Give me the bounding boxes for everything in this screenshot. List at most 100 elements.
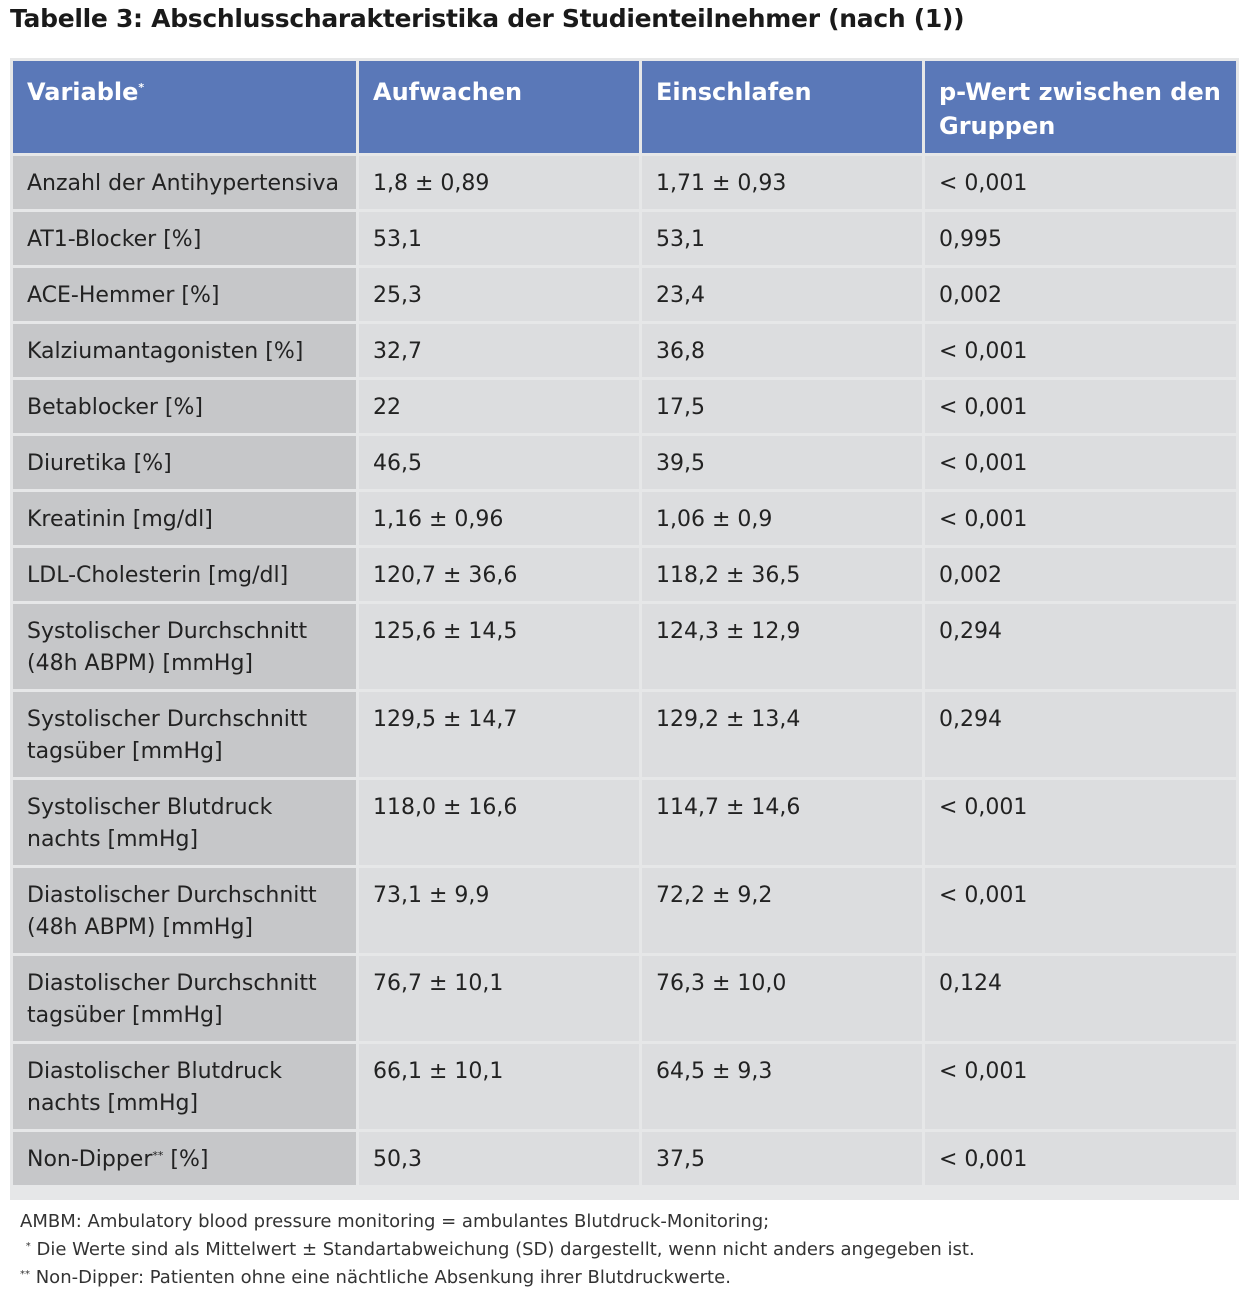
row-variable-line-1: Diastolischer Durchschnitt xyxy=(27,883,317,908)
row-variable-line-1: Systolischer Blutdruck xyxy=(27,795,273,820)
row-p-wert: 0,995 xyxy=(925,212,1236,265)
row-einschlafen: 36,8 xyxy=(642,324,922,377)
header-variable-footnote-mark: * xyxy=(138,81,145,94)
row-variable: Diuretika [%] xyxy=(13,436,356,489)
table-row: Diastolischer Durchschnitt (48h ABPM) [mm… xyxy=(13,868,1236,953)
header-aufwachen: Aufwachen xyxy=(359,61,639,153)
table-row: Non-Dipper** [%] 50,3 37,5 < 0,001 xyxy=(13,1132,1236,1185)
row-einschlafen: 17,5 xyxy=(642,380,922,433)
row-p-wert: < 0,001 xyxy=(925,492,1236,545)
row-variable: Diastolischer Durchschnitt tagsüber [mmHg… xyxy=(13,956,356,1041)
row-p-wert: 0,124 xyxy=(925,956,1236,1041)
table-row: Kreatinin [mg/dl] 1,16 ± 0,96 1,06 ± 0,9… xyxy=(13,492,1236,545)
row-variable: Anzahl der Antihypertensiva xyxy=(13,156,356,209)
row-einschlafen: 76,3 ± 10,0 xyxy=(642,956,922,1041)
row-einschlafen: 118,2 ± 36,5 xyxy=(642,548,922,601)
footnote-single-asterisk: * Die Werte sind als Mittelwert ± Standa… xyxy=(20,1236,975,1264)
row-variable-line-2: (48h ABPM) [mmHg] xyxy=(27,915,254,940)
row-p-wert: < 0,001 xyxy=(925,780,1236,865)
row-p-wert: < 0,001 xyxy=(925,868,1236,953)
row-p-wert: < 0,001 xyxy=(925,1044,1236,1129)
characteristics-table: Variable* Aufwachen Einschlafen p-Wert z… xyxy=(10,58,1239,1188)
header-variable-label: Variable xyxy=(27,78,139,106)
row-variable: Systolischer Durchschnitt tagsüber [mmHg] xyxy=(13,692,356,777)
row-variable-line-2: tagsüber [mmHg] xyxy=(27,1003,223,1028)
table-row: Anzahl der Antihypertensiva 1,8 ± 0,89 1… xyxy=(13,156,1236,209)
table-title: Tabelle 3: Abschlusscharakteristika der … xyxy=(10,4,965,33)
row-aufwachen: 53,1 xyxy=(359,212,639,265)
table-row: LDL-Cholesterin [mg/dl] 120,7 ± 36,6 118… xyxy=(13,548,1236,601)
row-variable-unit: [%] xyxy=(163,1147,209,1172)
table-container: Variable* Aufwachen Einschlafen p-Wert z… xyxy=(10,58,1239,1200)
row-variable: Non-Dipper** [%] xyxy=(13,1132,356,1185)
row-variable-label: Non-Dipper xyxy=(27,1147,153,1172)
row-aufwachen: 129,5 ± 14,7 xyxy=(359,692,639,777)
row-aufwachen: 76,7 ± 10,1 xyxy=(359,956,639,1041)
row-aufwachen: 46,5 xyxy=(359,436,639,489)
footnote-double-asterisk: ** Non-Dipper: Patienten ohne eine nächt… xyxy=(20,1264,975,1292)
table-row: Diastolischer Durchschnitt tagsüber [mmHg… xyxy=(13,956,1236,1041)
header-variable: Variable* xyxy=(13,61,356,153)
row-variable: Systolischer Blutdruck nachts [mmHg] xyxy=(13,780,356,865)
row-p-wert: < 0,001 xyxy=(925,324,1236,377)
row-einschlafen: 37,5 xyxy=(642,1132,922,1185)
row-aufwachen: 120,7 ± 36,6 xyxy=(359,548,639,601)
row-variable-line-1: Systolischer Durchschnitt xyxy=(27,619,308,644)
row-einschlafen: 114,7 ± 14,6 xyxy=(642,780,922,865)
table-row: Systolischer Blutdruck nachts [mmHg] 118,… xyxy=(13,780,1236,865)
row-aufwachen: 118,0 ± 16,6 xyxy=(359,780,639,865)
table-row: Systolischer Durchschnitt tagsüber [mmHg]… xyxy=(13,692,1236,777)
row-aufwachen: 66,1 ± 10,1 xyxy=(359,1044,639,1129)
row-variable: Diastolischer Durchschnitt (48h ABPM) [mm… xyxy=(13,868,356,953)
footnotes: AMBM: Ambulatory blood pressure monitori… xyxy=(20,1208,975,1292)
table-row: Diastolischer Blutdruck nachts [mmHg] 66,… xyxy=(13,1044,1236,1129)
row-variable: Diastolischer Blutdruck nachts [mmHg] xyxy=(13,1044,356,1129)
row-variable-line-1: Diastolischer Durchschnitt xyxy=(27,971,317,996)
row-einschlafen: 72,2 ± 9,2 xyxy=(642,868,922,953)
footnote-mark: ** xyxy=(20,1269,30,1280)
row-aufwachen: 1,16 ± 0,96 xyxy=(359,492,639,545)
header-p-wert: p-Wert zwischen den Gruppen xyxy=(925,61,1236,153)
row-variable-line-2: nachts [mmHg] xyxy=(27,1091,199,1116)
row-variable: Systolischer Durchschnitt (48h ABPM) [mmH… xyxy=(13,604,356,689)
footnote-text: Non-Dipper: Patienten ohne eine nächtlic… xyxy=(30,1267,731,1288)
row-aufwachen: 1,8 ± 0,89 xyxy=(359,156,639,209)
row-einschlafen: 64,5 ± 9,3 xyxy=(642,1044,922,1129)
row-p-wert: < 0,001 xyxy=(925,436,1236,489)
footnote-mark: * xyxy=(25,1241,31,1252)
row-variable: LDL-Cholesterin [mg/dl] xyxy=(13,548,356,601)
row-variable-line-2: nachts [mmHg] xyxy=(27,827,199,852)
table-row: ACE-Hemmer [%] 25,3 23,4 0,002 xyxy=(13,268,1236,321)
table-row: Betablocker [%] 22 17,5 < 0,001 xyxy=(13,380,1236,433)
footnote-abbreviation: AMBM: Ambulatory blood pressure monitori… xyxy=(20,1211,770,1232)
table-row: AT1-Blocker [%] 53,1 53,1 0,995 xyxy=(13,212,1236,265)
row-p-wert: < 0,001 xyxy=(925,1132,1236,1185)
row-variable: Kreatinin [mg/dl] xyxy=(13,492,356,545)
row-variable-line-1: Diastolischer Blutdruck xyxy=(27,1059,282,1084)
row-p-wert: 0,002 xyxy=(925,268,1236,321)
row-variable-footnote-mark: ** xyxy=(152,1149,164,1162)
row-p-wert: 0,294 xyxy=(925,692,1236,777)
table-header-row: Variable* Aufwachen Einschlafen p-Wert z… xyxy=(13,61,1236,153)
row-aufwachen: 125,6 ± 14,5 xyxy=(359,604,639,689)
row-aufwachen: 32,7 xyxy=(359,324,639,377)
row-einschlafen: 53,1 xyxy=(642,212,922,265)
table-row: Systolischer Durchschnitt (48h ABPM) [mmH… xyxy=(13,604,1236,689)
row-einschlafen: 23,4 xyxy=(642,268,922,321)
row-aufwachen: 50,3 xyxy=(359,1132,639,1185)
row-einschlafen: 124,3 ± 12,9 xyxy=(642,604,922,689)
row-aufwachen: 22 xyxy=(359,380,639,433)
row-einschlafen: 1,71 ± 0,93 xyxy=(642,156,922,209)
row-einschlafen: 129,2 ± 13,4 xyxy=(642,692,922,777)
row-p-wert: 0,002 xyxy=(925,548,1236,601)
footnote-text: Die Werte sind als Mittelwert ± Standart… xyxy=(30,1239,975,1260)
row-variable-line-2: (48h ABPM) [mmHg] xyxy=(27,651,254,676)
row-einschlafen: 1,06 ± 0,9 xyxy=(642,492,922,545)
table-row: Diuretika [%] 46,5 39,5 < 0,001 xyxy=(13,436,1236,489)
row-p-wert: 0,294 xyxy=(925,604,1236,689)
row-einschlafen: 39,5 xyxy=(642,436,922,489)
row-variable: AT1-Blocker [%] xyxy=(13,212,356,265)
row-aufwachen: 25,3 xyxy=(359,268,639,321)
row-variable: ACE-Hemmer [%] xyxy=(13,268,356,321)
row-variable-line-1: Systolischer Durchschnitt xyxy=(27,707,308,732)
